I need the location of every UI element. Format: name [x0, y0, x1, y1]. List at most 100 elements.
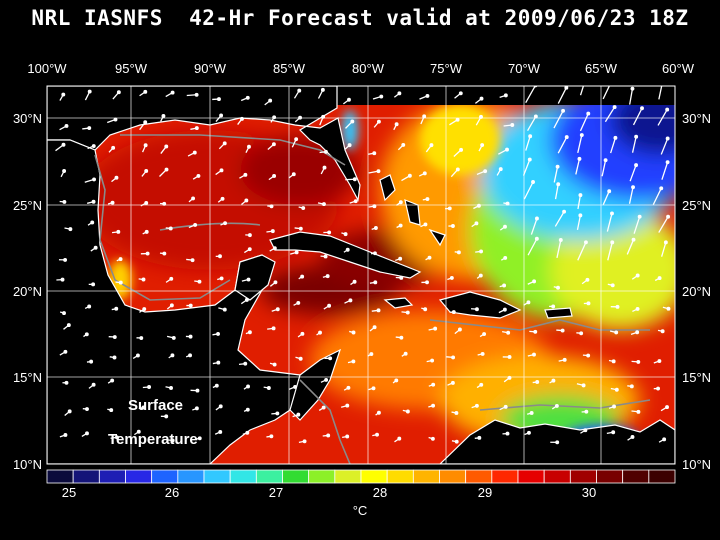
wind-arrow-head [637, 214, 642, 219]
wind-arrow-head [112, 355, 117, 360]
svg-text:26: 26 [165, 485, 179, 500]
wind-arrow-head [376, 308, 381, 313]
wind-arrow-head [507, 355, 512, 359]
colorbar-swatch [151, 469, 179, 484]
wind-arrow-head [145, 251, 150, 256]
wind-arrow-head [528, 134, 533, 139]
wind-arrow-head [474, 403, 479, 408]
wind-arrow-head [376, 119, 381, 124]
wind-arrow-head [425, 280, 429, 285]
wind-arrow [658, 86, 663, 100]
wind-arrow-head [273, 280, 278, 285]
colorbar-swatch [229, 469, 257, 484]
wind-arrow [579, 86, 585, 96]
svg-text:28: 28 [373, 485, 387, 500]
wind-arrow-head [110, 200, 115, 205]
wind-arrow-head [275, 411, 280, 416]
wind-arrow-head [433, 326, 438, 331]
wind-arrow [604, 106, 616, 123]
wind-arrow-head [87, 89, 92, 94]
wind-arrow [525, 136, 531, 151]
wind-arrow-head [245, 407, 250, 412]
wind-arrow-head [503, 224, 507, 229]
wind-arrow-head [324, 377, 329, 382]
svg-text:75°W: 75°W [430, 61, 463, 76]
wind-arrow-head [454, 439, 459, 444]
wind-arrow-head [556, 285, 560, 290]
wind-arrow-head [244, 198, 249, 203]
svg-text:15°N: 15°N [13, 370, 42, 385]
svg-text:10°N: 10°N [682, 457, 711, 472]
wind-arrow-head [562, 357, 567, 362]
svg-text:70°W: 70°W [508, 61, 541, 76]
colorbar-swatch [596, 469, 624, 484]
wind-arrow [579, 113, 589, 132]
wind-arrow-head [551, 304, 556, 309]
wind-arrow-head [351, 330, 356, 335]
wind-arrow-head [162, 251, 167, 256]
wind-arrow-head [85, 431, 89, 436]
wind-arrow [628, 187, 634, 204]
wind-arrow [652, 188, 662, 205]
wind-arrow-head [247, 144, 251, 149]
wind-arrow-head [479, 382, 484, 387]
wind-arrow-head [114, 175, 119, 180]
wind-arrow-head [296, 412, 301, 417]
wind-arrow-head [191, 196, 196, 201]
wind-arrow-head [300, 274, 305, 279]
wind-arrow-head [271, 326, 276, 331]
wind-arrow-head [293, 384, 298, 389]
wind-arrow-head [343, 232, 348, 237]
colorbar-swatch [282, 469, 310, 484]
wind-arrow-head [450, 224, 455, 228]
wind-arrow-head [450, 380, 455, 385]
wind-arrow [609, 137, 617, 154]
wind-arrow-head [64, 124, 69, 128]
wind-arrow-head [275, 307, 280, 312]
wind-arrow-head [612, 105, 617, 110]
wind-arrow-head [399, 275, 404, 280]
wind-arrow [657, 109, 668, 126]
wind-arrow-head [614, 330, 619, 335]
wind-arrow-head [665, 136, 670, 141]
wind-arrow-head [247, 330, 252, 335]
wind-arrow-head [405, 310, 410, 315]
wind-arrow-head [503, 255, 508, 260]
wind-arrow-head [219, 276, 224, 281]
wind-arrow-head [223, 221, 228, 226]
wind-arrow-head [451, 310, 456, 315]
wind-arrow-head [611, 359, 616, 364]
wind-arrow-head [665, 405, 669, 410]
wind-arrow-head [610, 283, 615, 288]
wind-arrow-head [611, 430, 616, 435]
wind-arrow [527, 116, 537, 131]
wind-arrow-head [214, 383, 219, 388]
wind-arrow-head [630, 86, 635, 91]
wind-arrow-head [422, 171, 427, 176]
wind-arrow-head [91, 382, 96, 387]
wind-arrow-head [298, 226, 303, 231]
wind-arrow-head [455, 167, 460, 172]
svg-text:25: 25 [62, 485, 76, 500]
wind-arrow-head [298, 356, 303, 361]
wind-arrow-head [143, 120, 148, 125]
wind-arrow-head [68, 227, 73, 232]
wind-arrow [602, 86, 611, 100]
wind-arrow-head [535, 216, 539, 221]
wind-arrow-head [141, 277, 146, 282]
wind-arrow-head [66, 323, 71, 328]
wind-arrow-head [218, 254, 222, 259]
wind-arrow-head [222, 141, 227, 146]
colorbar-swatch [491, 469, 519, 484]
wind-arrow-head [111, 145, 116, 150]
wind-arrow-head [425, 93, 430, 98]
wind-arrow-head [326, 433, 331, 438]
field-label-temperature: Temperature [108, 431, 198, 448]
wind-arrow-head [116, 229, 121, 234]
wind-arrow-head [346, 385, 351, 390]
wind-arrow-head [555, 164, 560, 169]
plot-frame [46, 85, 676, 465]
wind-arrow-head [372, 325, 377, 330]
wind-arrow-head [527, 430, 531, 435]
wind-arrow-head [143, 89, 148, 94]
